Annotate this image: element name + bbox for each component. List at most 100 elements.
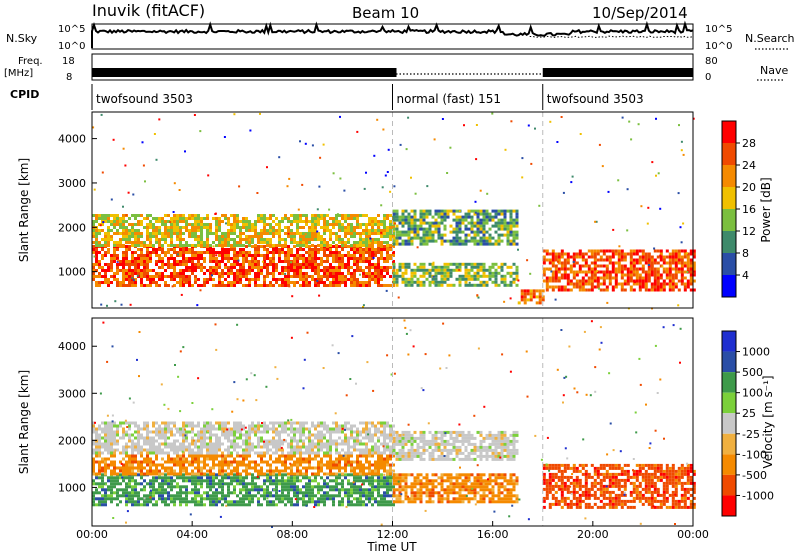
heatmap-cell	[554, 279, 558, 283]
heatmap-cell	[344, 494, 347, 498]
heatmap-cell	[275, 494, 278, 498]
heatmap-cell	[191, 430, 194, 434]
heatmap-cell	[260, 238, 263, 241]
heatmap-cell	[206, 241, 209, 244]
heatmap-cell	[125, 448, 128, 452]
heatmap-cell	[110, 451, 113, 455]
heatmap-cell	[125, 245, 128, 248]
heatmap-cell	[215, 238, 218, 241]
heatmap-cell	[293, 503, 296, 507]
heatmap-cell	[132, 279, 135, 282]
heatmap-cell	[326, 226, 329, 229]
heatmap-cell	[341, 263, 344, 266]
heatmap-cell	[362, 260, 365, 263]
heatmap-cell	[278, 226, 281, 229]
heatmap-cell	[517, 279, 520, 282]
heatmap-cell	[149, 457, 152, 461]
heatmap-cell	[278, 494, 281, 498]
heatmap-cell	[143, 439, 146, 443]
heatmap-cell	[458, 277, 462, 281]
heatmap-cell	[143, 263, 146, 266]
heatmap-cell	[167, 454, 170, 458]
heatmap-cell	[692, 288, 696, 292]
heatmap-cell	[341, 479, 344, 483]
heatmap-cell	[494, 242, 498, 246]
heatmap-cell	[227, 460, 230, 464]
heatmap-cell	[314, 223, 317, 226]
heatmap-cell	[620, 282, 624, 286]
heatmap-cell	[383, 476, 386, 480]
heatmap-cell	[119, 500, 122, 504]
heatmap-cell	[338, 284, 341, 287]
heatmap-cell	[383, 275, 386, 278]
heatmap-cell	[116, 448, 119, 452]
heatmap-cell	[541, 298, 545, 302]
heatmap-cell	[593, 252, 597, 256]
heatmap-cell	[674, 273, 678, 277]
heatmap-cell	[563, 252, 567, 256]
heatmap-cell	[314, 466, 317, 470]
heatmap-cell	[230, 238, 233, 241]
heatmap-cell	[107, 214, 110, 217]
heatmap-cell	[650, 261, 654, 265]
heatmap-cell	[671, 255, 675, 259]
heatmap-cell	[449, 224, 453, 228]
heatmap-cell	[238, 185, 241, 188]
heatmap-cell	[413, 230, 417, 234]
heatmap-cell	[326, 214, 329, 217]
heatmap-cell	[347, 473, 350, 477]
heatmap-cell	[128, 436, 131, 440]
heatmap-cell	[617, 270, 621, 274]
heatmap-cell	[339, 115, 341, 118]
heatmap-cell	[176, 272, 179, 275]
heatmap-cell	[92, 430, 95, 434]
heatmap-cell	[344, 214, 347, 217]
heatmap-cell	[119, 476, 122, 480]
heatmap-cell	[155, 451, 158, 455]
heatmap-cell	[347, 278, 350, 281]
heatmap-cell	[92, 479, 95, 483]
heatmap-cell	[572, 255, 576, 259]
heatmap-cell	[218, 466, 221, 470]
heatmap-cell	[119, 241, 122, 244]
heatmap-cell	[374, 232, 377, 235]
heatmap-cell	[155, 284, 158, 287]
heatmap-cell	[551, 261, 555, 265]
heatmap-cell	[248, 223, 251, 226]
heatmap-cell	[548, 276, 552, 280]
heatmap-cell	[362, 214, 365, 217]
heatmap-cell	[320, 497, 323, 501]
heatmap-cell	[497, 271, 501, 275]
heatmap-cell	[92, 223, 95, 226]
heatmap-cell	[320, 214, 323, 217]
heatmap-cell	[368, 257, 371, 260]
heatmap-cell	[314, 479, 317, 483]
heatmap-cell	[170, 497, 173, 501]
heatmap-cell	[386, 229, 389, 232]
heatmap-cell	[566, 267, 570, 271]
heatmap-cell	[167, 235, 170, 238]
heatmap-cell	[608, 255, 612, 259]
heatmap-cell	[290, 497, 293, 501]
heatmap-cell	[269, 469, 272, 473]
heatmap-cell	[314, 226, 317, 229]
heatmap-cell	[194, 491, 197, 495]
heatmap-cell	[395, 277, 399, 281]
heatmap-cell	[482, 212, 486, 216]
heatmap-cell	[461, 277, 465, 281]
heatmap-cell	[523, 289, 527, 293]
heatmap-cell	[245, 269, 248, 272]
heatmap-cell	[299, 263, 302, 266]
heatmap-cell	[164, 488, 167, 492]
heatmap-cell	[155, 457, 158, 461]
heatmap-cell	[665, 273, 669, 277]
heatmap-cell	[125, 485, 128, 489]
heatmap-cell	[314, 266, 317, 269]
heatmap-cell	[422, 242, 426, 246]
heatmap-cell	[185, 503, 188, 507]
heatmap-cell	[149, 430, 152, 434]
heatmap-cell	[380, 503, 383, 507]
heatmap-cell	[347, 497, 350, 501]
heatmap-cell	[338, 500, 341, 504]
heatmap-cell	[572, 270, 576, 274]
